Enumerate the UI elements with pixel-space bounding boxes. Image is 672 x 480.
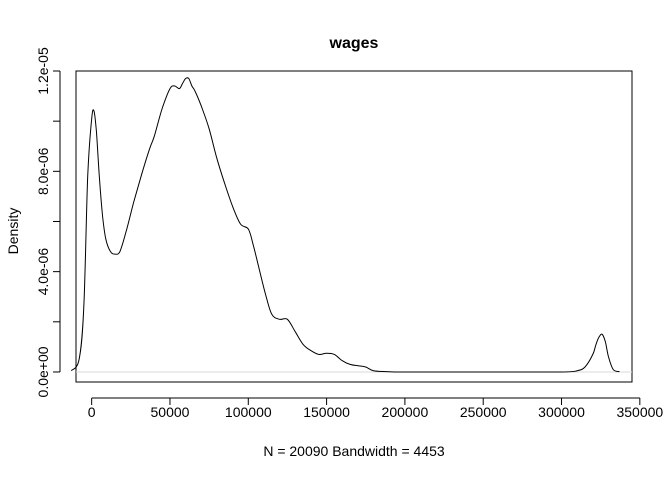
x-tick-label: 0 [88,404,96,420]
density-curve [70,77,620,373]
x-tick-label: 300000 [538,404,585,420]
x-tick-label: 250000 [460,404,507,420]
x-tick-label: 50000 [151,404,190,420]
density-curve-layer [70,77,620,373]
y-axis-label: Density [5,208,21,255]
y-tick-label: 0.0e+00 [35,346,51,397]
x-tick-label: 350000 [616,404,663,420]
x-tick-label: 100000 [225,404,272,420]
plot-frame [75,70,633,383]
x-tick-label: 150000 [303,404,350,420]
x-tick-label: 200000 [382,404,429,420]
x-axis-label: N = 20090 Bandwidth = 4453 [263,443,445,459]
y-axis: 0.0e+00 4.0e-06 8.0e-06 1.2e-05 [35,47,61,397]
x-axis: 0 50000 100000 150000 200000 250000 300000 3500… [88,397,663,420]
y-tick-label: 1.2e-05 [35,47,51,95]
y-tick-label: 4.0e-06 [35,248,51,296]
y-tick-label: 8.0e-06 [35,147,51,195]
chart-title: wages [329,35,379,52]
